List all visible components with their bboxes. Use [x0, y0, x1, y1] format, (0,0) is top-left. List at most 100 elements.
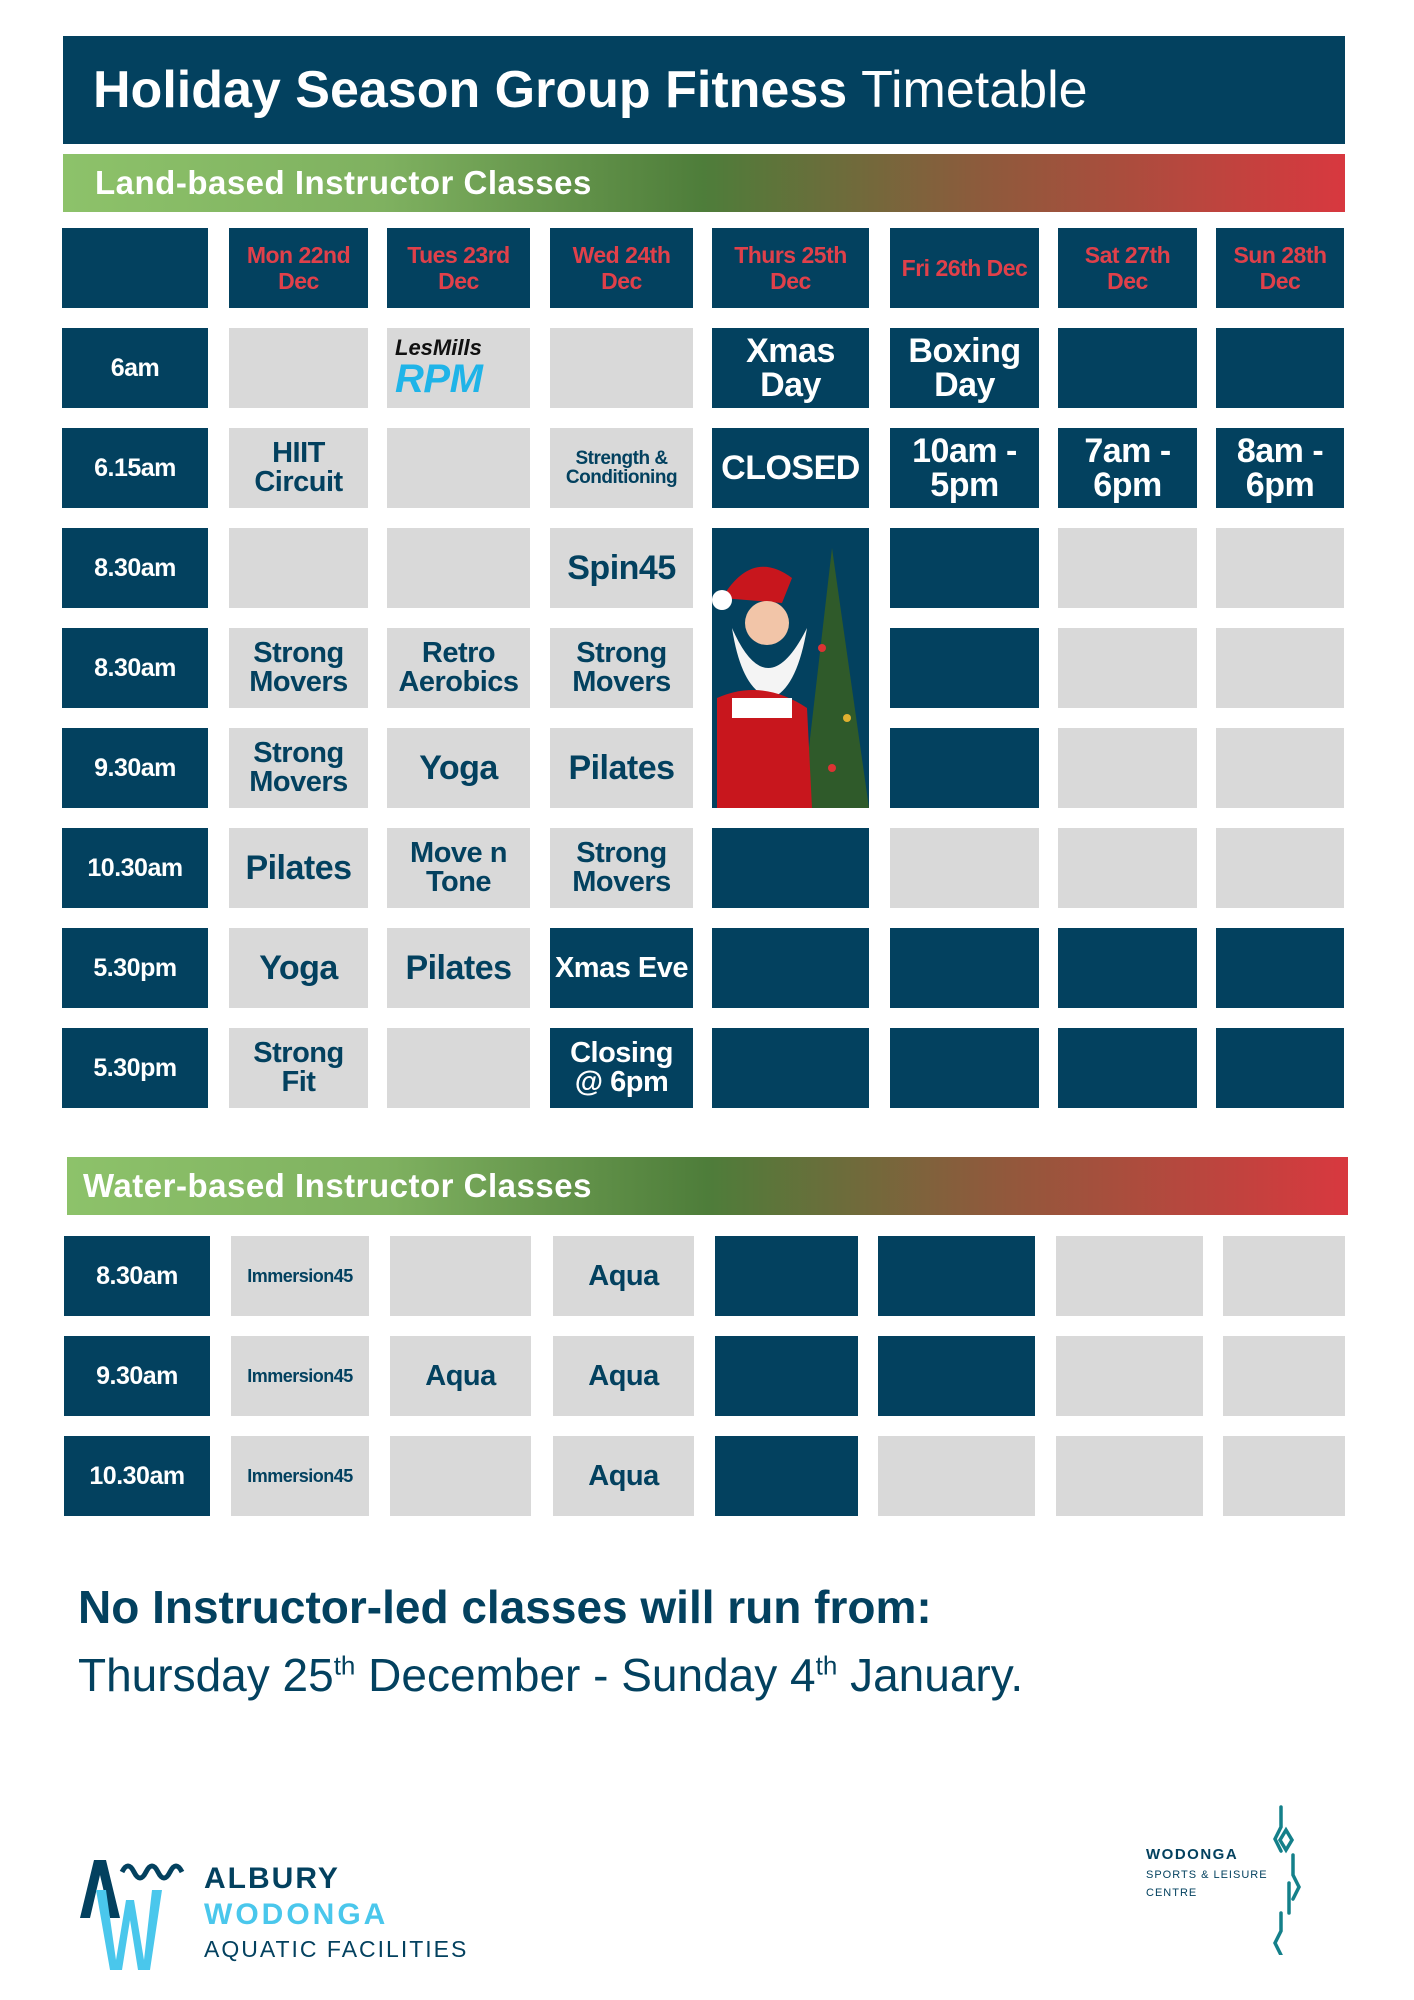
header-corner — [62, 228, 208, 308]
class-cell: Aqua — [553, 1436, 694, 1516]
empty-cell — [1216, 1028, 1344, 1108]
class-cell: Strong Movers — [550, 628, 693, 708]
day-header: Wed 24th Dec — [550, 228, 693, 308]
class-cell: Aqua — [553, 1336, 694, 1416]
class-cell: 7am - 6pm — [1058, 428, 1197, 508]
class-cell: Pilates — [550, 728, 693, 808]
albury-wodonga-aquatic-logo: ALBURY WODONGA AQUATIC FACILITIES — [76, 1860, 496, 1970]
empty-cell — [878, 1236, 1035, 1316]
time-slot: 8.30am — [62, 628, 208, 708]
time-slot: 6.15am — [62, 428, 208, 508]
day-header: Mon 22nd Dec — [229, 228, 368, 308]
lesmills-rpm-logo: LesMills RPM — [387, 328, 530, 408]
day-header-label: Fri 26th Dec — [901, 254, 1028, 281]
empty-cell — [1058, 628, 1197, 708]
title-bold: Holiday Season Group Fitness — [93, 61, 848, 119]
land-section-heading: Land-based Instructor Classes — [63, 154, 1345, 212]
empty-cell — [1223, 1336, 1345, 1416]
day-header-label: Thurs 25th Dec — [734, 241, 847, 294]
empty-cell — [712, 928, 869, 1008]
empty-cell — [890, 628, 1039, 708]
time-slot: 10.30am — [62, 828, 208, 908]
day-header-label: Sun 28th Dec — [1233, 241, 1327, 294]
day-header-label: Tues 23rd Dec — [407, 241, 510, 294]
empty-cell — [1216, 628, 1344, 708]
empty-cell — [387, 1028, 530, 1108]
empty-cell — [1216, 528, 1344, 608]
empty-cell — [1058, 828, 1197, 908]
empty-cell — [550, 328, 693, 408]
class-cell: Move n Tone — [387, 828, 530, 908]
empty-cell — [1223, 1236, 1345, 1316]
class-cell: Immersion45 — [231, 1336, 369, 1416]
empty-cell — [715, 1336, 858, 1416]
time-slot: 8.30am — [64, 1236, 210, 1316]
wodonga-logo-mark — [1273, 1805, 1301, 1955]
empty-cell — [890, 528, 1039, 608]
empty-cell — [712, 1028, 869, 1108]
empty-cell — [390, 1236, 531, 1316]
class-cell: Strong Movers — [550, 828, 693, 908]
empty-cell — [712, 828, 869, 908]
day-header: Sat 27th Dec — [1058, 228, 1197, 308]
class-cell: Xmas Day — [712, 328, 869, 408]
notice-heading: No Instructor-led classes will run from: — [78, 1581, 932, 1633]
empty-cell — [1058, 328, 1197, 408]
empty-cell — [1216, 828, 1344, 908]
empty-cell — [878, 1436, 1035, 1516]
time-slot: 8.30am — [62, 528, 208, 608]
class-cell: 8am - 6pm — [1216, 428, 1344, 508]
empty-cell — [715, 1436, 858, 1516]
empty-cell — [1058, 528, 1197, 608]
class-cell: Strong Fit — [229, 1028, 368, 1108]
empty-cell — [387, 528, 530, 608]
class-cell: 10am - 5pm — [890, 428, 1039, 508]
empty-cell — [890, 1028, 1039, 1108]
aw-logo-mark — [80, 1860, 185, 1970]
empty-cell — [229, 528, 368, 608]
notice-dates: Thursday 25th December - Sunday 4th Janu… — [78, 1649, 1024, 1701]
class-cell: Closing @ 6pm — [550, 1028, 693, 1108]
empty-cell — [890, 828, 1039, 908]
day-header: Thurs 25th Dec — [712, 228, 869, 308]
class-cell: Retro Aerobics — [387, 628, 530, 708]
class-cell: Strong Movers — [229, 628, 368, 708]
empty-cell — [1216, 728, 1344, 808]
time-slot: 5.30pm — [62, 1028, 208, 1108]
page-title: Holiday Season Group Fitness Timetable — [63, 36, 1345, 144]
time-slot: 6am — [62, 328, 208, 408]
empty-cell — [1056, 1336, 1203, 1416]
class-cell: Immersion45 — [231, 1236, 369, 1316]
water-section-heading: Water-based Instructor Classes — [67, 1157, 1348, 1215]
class-cell: Xmas Eve — [550, 928, 693, 1008]
santa-image — [712, 528, 869, 808]
empty-cell — [1216, 928, 1344, 1008]
class-cell: Boxing Day — [890, 328, 1039, 408]
empty-cell — [1056, 1436, 1203, 1516]
wodonga-sports-leisure-logo: WODONGA SPORTS & LEISURE CENTRE — [1146, 1800, 1346, 1960]
class-cell: Aqua — [390, 1336, 531, 1416]
empty-cell — [878, 1336, 1035, 1416]
empty-cell — [890, 728, 1039, 808]
day-header: Fri 26th Dec — [890, 228, 1039, 308]
class-cell: HIIT Circuit — [229, 428, 368, 508]
empty-cell — [1058, 928, 1197, 1008]
title-light: Timetable — [861, 61, 1088, 119]
day-header-label: Wed 24th Dec — [572, 241, 671, 294]
class-cell: Strong Movers — [229, 728, 368, 808]
empty-cell — [1056, 1236, 1203, 1316]
time-slot: 5.30pm — [62, 928, 208, 1008]
empty-cell — [1216, 328, 1344, 408]
class-cell: Yoga — [387, 728, 530, 808]
class-cell: Immersion45 — [231, 1436, 369, 1516]
class-cell: Pilates — [229, 828, 368, 908]
empty-cell — [229, 328, 368, 408]
class-cell: Strength & Conditioning — [550, 428, 693, 508]
class-cell: Yoga — [229, 928, 368, 1008]
class-cell: Spin45 — [550, 528, 693, 608]
class-cell: CLOSED — [712, 428, 869, 508]
empty-cell — [715, 1236, 858, 1316]
empty-cell — [1058, 1028, 1197, 1108]
empty-cell — [390, 1436, 531, 1516]
